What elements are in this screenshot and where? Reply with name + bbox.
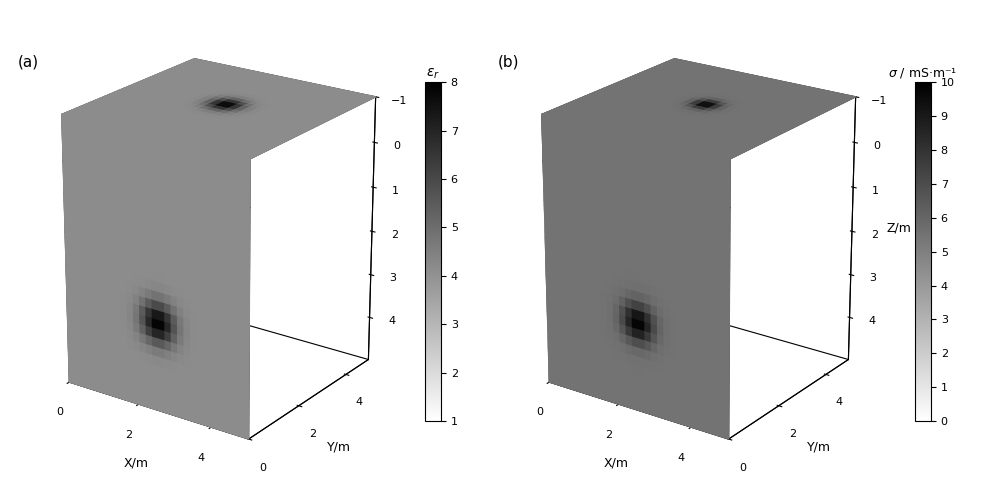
- Text: (a): (a): [18, 54, 39, 69]
- Title: $\sigma$ / mS·m⁻¹: $\sigma$ / mS·m⁻¹: [888, 66, 958, 80]
- Y-axis label: Y/m: Y/m: [327, 440, 351, 453]
- Y-axis label: Y/m: Y/m: [807, 440, 831, 453]
- X-axis label: X/m: X/m: [124, 457, 149, 470]
- Text: (b): (b): [498, 54, 520, 69]
- Title: $\varepsilon_r$: $\varepsilon_r$: [426, 67, 440, 81]
- X-axis label: X/m: X/m: [604, 457, 629, 470]
